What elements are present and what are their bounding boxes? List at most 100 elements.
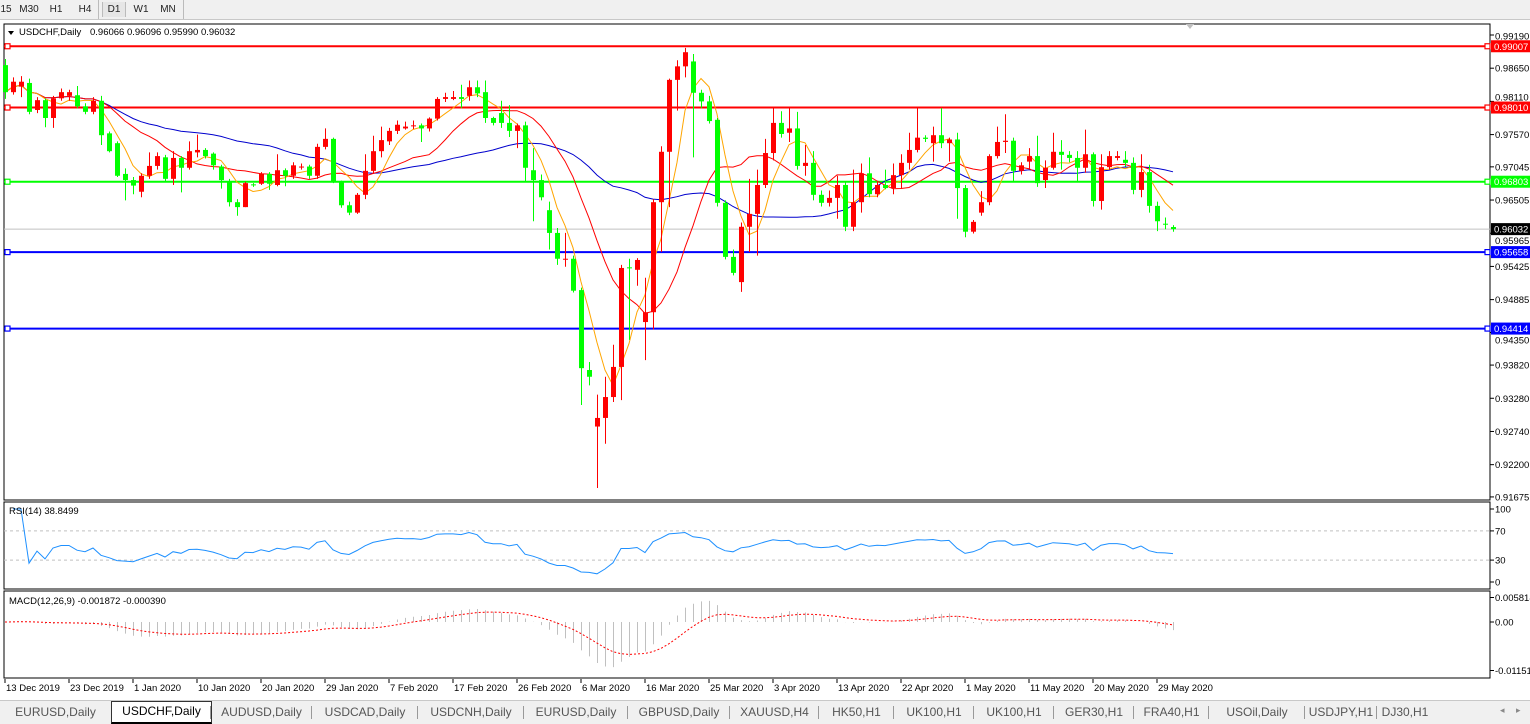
chart-tab[interactable]: GBPUSD,Daily: [638, 705, 720, 719]
line-handle-left[interactable]: [4, 325, 11, 332]
candle-body: [483, 92, 488, 118]
candle: [1139, 154, 1144, 198]
candle: [19, 76, 24, 98]
chart-tab[interactable]: USDCHF,Daily: [111, 701, 212, 724]
candle-body: [1123, 159, 1128, 163]
candle: [395, 120, 400, 134]
candle-body: [963, 188, 968, 232]
toolbar-divider: [183, 0, 184, 19]
candle-body: [675, 66, 680, 80]
candle: [275, 154, 280, 187]
candle-body: [1147, 172, 1152, 206]
chart-tab[interactable]: EURUSD,Daily: [535, 705, 617, 719]
candle: [451, 90, 456, 101]
rsi-line: [13, 508, 1174, 575]
candle: [851, 169, 856, 232]
candle: [171, 151, 176, 185]
candle: [363, 154, 368, 200]
tab-scroll-left-icon[interactable]: ◂: [1500, 705, 1505, 715]
candle: [75, 86, 80, 109]
candle: [43, 98, 48, 128]
candle: [259, 172, 264, 185]
chart-tab[interactable]: USOil,Daily: [1226, 705, 1288, 719]
line-handle-left[interactable]: [4, 178, 11, 185]
line-handle-right[interactable]: [1484, 325, 1491, 332]
price-level-label: 0.99007: [1494, 42, 1528, 53]
timeframe-button-w1[interactable]: W1: [133, 4, 149, 15]
date-label: 17 Feb 2020: [454, 683, 507, 694]
candle: [787, 108, 792, 142]
date-label: 7 Feb 2020: [390, 683, 438, 694]
candle: [491, 116, 496, 126]
candle: [955, 132, 960, 219]
chart-tab[interactable]: UK100,H1: [906, 705, 962, 719]
timeframe-button-d1[interactable]: D1: [102, 2, 126, 17]
line-handle-left[interactable]: [4, 104, 11, 111]
candle: [715, 117, 720, 207]
chart-tab[interactable]: EURUSD,Daily: [15, 705, 96, 719]
candle: [307, 164, 312, 179]
candle-body: [883, 184, 888, 189]
chart-tab[interactable]: DJ30,H1: [1381, 705, 1429, 719]
chart-tab[interactable]: GER30,H1: [1064, 705, 1124, 719]
candle: [699, 89, 704, 109]
candle: [579, 287, 584, 406]
chart-tab[interactable]: FRA40,H1: [1143, 705, 1200, 719]
candle-body: [291, 165, 296, 176]
line-handle-left[interactable]: [4, 43, 11, 50]
candle: [547, 201, 552, 250]
candle-body: [787, 128, 792, 133]
timeframe-button-m30[interactable]: M30: [19, 4, 39, 15]
chart-tab[interactable]: HK50,H1: [832, 705, 881, 719]
line-handle-right[interactable]: [1484, 178, 1491, 185]
candle-body: [475, 87, 480, 94]
date-label: 1 May 2020: [966, 683, 1016, 694]
candle-body: [211, 153, 216, 166]
candle-body: [1139, 172, 1144, 190]
line-handle-right[interactable]: [1484, 104, 1491, 111]
candle-body: [555, 232, 560, 259]
timeframe-button-15[interactable]: 15: [0, 4, 12, 15]
candle-body: [763, 153, 768, 185]
candle: [635, 258, 640, 286]
candle: [531, 148, 536, 222]
chart-tab[interactable]: UK100,H1: [986, 705, 1042, 719]
candle: [1027, 148, 1032, 170]
candle-body: [411, 125, 416, 127]
chart-tab[interactable]: AUDUSD,Daily: [221, 705, 302, 719]
candle: [27, 78, 32, 115]
line-handle-left[interactable]: [4, 249, 11, 256]
chart-tabs-bar: EURUSD,Daily USDCHF,Daily AUDUSD,Daily USDC…: [0, 700, 1530, 724]
line-handle-right[interactable]: [1484, 249, 1491, 256]
candle-body: [387, 130, 392, 142]
candle: [403, 121, 408, 130]
price-chart[interactable]: 0.99190 0.98650 0.98110 0.97570 0.97045 0.965…: [0, 19, 1530, 699]
candle-body: [779, 122, 784, 134]
timeframe-button-h4[interactable]: H4: [78, 4, 92, 15]
ma-mid-line: [4, 84, 1174, 315]
line-handle-right[interactable]: [1484, 43, 1491, 50]
candle-body: [99, 100, 104, 136]
chart-tab[interactable]: XAUUSD,H4: [740, 705, 809, 719]
tab-scroll-right-icon[interactable]: ▸: [1516, 705, 1521, 715]
candle-body: [739, 226, 744, 283]
chart-tab[interactable]: USDJPY,H1: [1308, 705, 1374, 719]
candle-body: [435, 98, 440, 119]
chart-tab[interactable]: USDCAD,Daily: [324, 705, 406, 719]
candle-body: [395, 124, 400, 131]
candle: [291, 162, 296, 179]
candle: [347, 201, 352, 216]
candle-body: [683, 52, 688, 67]
collapse-triangle-icon[interactable]: [8, 31, 14, 35]
chart-tab[interactable]: USDCNH,Daily: [430, 705, 512, 719]
price-level-label: 0.98010: [1494, 103, 1528, 114]
candle-body: [835, 184, 840, 198]
candle: [179, 156, 184, 193]
candle-body: [51, 98, 56, 118]
candle-body: [771, 122, 776, 154]
timeframe-button-h1[interactable]: H1: [49, 4, 63, 15]
candle-body: [131, 180, 136, 186]
candle: [499, 100, 504, 128]
timeframe-button-mn[interactable]: MN: [160, 4, 176, 15]
price-level-badge: [1491, 40, 1530, 53]
